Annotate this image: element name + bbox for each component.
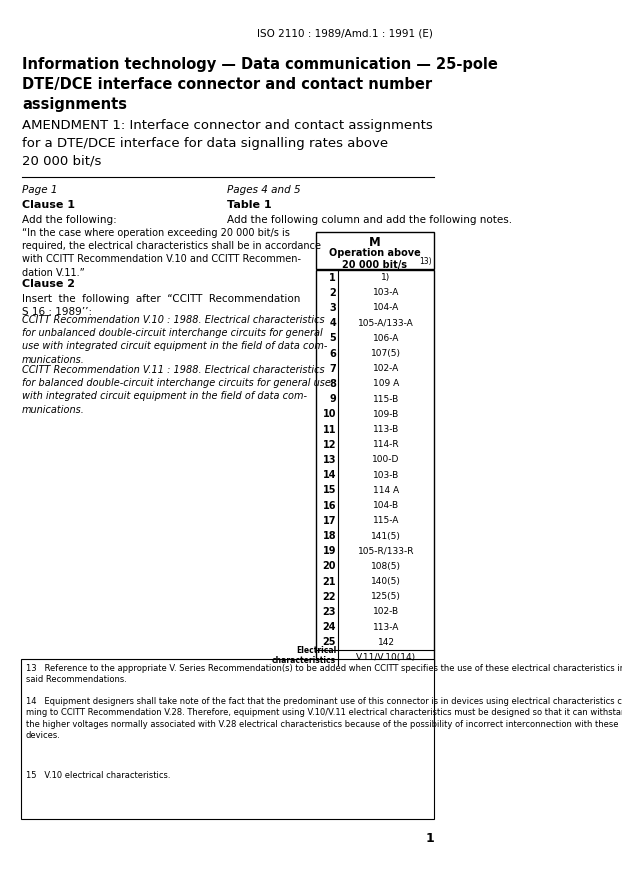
- Text: 113-A: 113-A: [373, 623, 399, 631]
- Text: 13): 13): [420, 257, 432, 266]
- Text: 16: 16: [323, 501, 336, 510]
- Text: 2: 2: [329, 288, 336, 298]
- Text: 109 A: 109 A: [373, 380, 399, 389]
- Text: 109-B: 109-B: [373, 410, 399, 419]
- Text: 105-R/133-R: 105-R/133-R: [358, 546, 414, 556]
- Text: AMENDMENT 1: Interface connector and contact assignments
for a DTE/DCE interface: AMENDMENT 1: Interface connector and con…: [22, 119, 433, 168]
- Text: 15   V.10 electrical characteristics.: 15 V.10 electrical characteristics.: [26, 771, 170, 780]
- Text: 115-A: 115-A: [373, 517, 399, 525]
- Text: 3: 3: [329, 303, 336, 313]
- Text: 1): 1): [381, 273, 391, 282]
- Text: 115-B: 115-B: [373, 395, 399, 403]
- Text: 104-B: 104-B: [373, 501, 399, 510]
- Text: 100-D: 100-D: [373, 455, 400, 465]
- Text: 114 A: 114 A: [373, 486, 399, 495]
- Text: ISO 2110 : 1989/Amd.1 : 1991 (E): ISO 2110 : 1989/Amd.1 : 1991 (E): [257, 29, 433, 39]
- Text: 13: 13: [323, 455, 336, 465]
- Text: 22: 22: [323, 592, 336, 602]
- Text: 4: 4: [329, 318, 336, 328]
- Text: Add the following:: Add the following:: [22, 215, 117, 225]
- Text: Insert  the  following  after  “CCITT  Recommendation
S 16 : 1989’’:: Insert the following after “CCITT Recomm…: [22, 294, 300, 317]
- Text: Information technology — Data communication — 25-pole
DTE/DCE interface connecto: Information technology — Data communicat…: [22, 57, 498, 111]
- Text: 113-B: 113-B: [373, 425, 399, 434]
- Text: 106-A: 106-A: [373, 334, 399, 343]
- Text: 125(5): 125(5): [371, 592, 401, 602]
- Text: 114-R: 114-R: [373, 440, 399, 449]
- Bar: [315, 270, 434, 665]
- Text: 103-B: 103-B: [373, 471, 399, 480]
- Text: 105-A/133-A: 105-A/133-A: [358, 318, 414, 328]
- Text: M: M: [369, 236, 381, 249]
- Text: 14: 14: [323, 470, 336, 481]
- Text: 24: 24: [323, 622, 336, 632]
- Text: 15: 15: [323, 485, 336, 496]
- Text: Page 1: Page 1: [22, 185, 57, 195]
- Text: CCITT Recommendation V.11 : 1988. Electrical characteristics
for balanced double: CCITT Recommendation V.11 : 1988. Electr…: [22, 365, 331, 415]
- Text: 102-A: 102-A: [373, 364, 399, 374]
- Bar: [315, 232, 434, 269]
- Text: 11: 11: [323, 424, 336, 435]
- Text: 5: 5: [329, 333, 336, 344]
- Text: 20: 20: [323, 561, 336, 572]
- Text: 102-B: 102-B: [373, 608, 399, 617]
- Text: “In the case where operation exceeding 20 000 bit/s is
required, the electrical : “In the case where operation exceeding 2…: [22, 228, 321, 278]
- Text: 13   Reference to the appropriate V. Series Recommendation(s) to be added when C: 13 Reference to the appropriate V. Serie…: [26, 664, 622, 684]
- Text: 107(5): 107(5): [371, 349, 401, 358]
- Text: 7: 7: [329, 364, 336, 374]
- Text: V.11/V.10(14): V.11/V.10(14): [356, 653, 416, 662]
- Text: 21: 21: [323, 576, 336, 587]
- Text: 142: 142: [378, 638, 394, 647]
- Text: 104-A: 104-A: [373, 303, 399, 312]
- Text: 141(5): 141(5): [371, 531, 401, 540]
- Text: 23: 23: [323, 607, 336, 617]
- Text: Pages 4 and 5: Pages 4 and 5: [228, 185, 301, 195]
- Text: 140(5): 140(5): [371, 577, 401, 586]
- Text: 8: 8: [329, 379, 336, 389]
- Text: 25: 25: [323, 638, 336, 647]
- Text: 12: 12: [323, 439, 336, 450]
- Text: 14   Equipment designers shall take note of the fact that the predominant use of: 14 Equipment designers shall take note o…: [26, 697, 622, 740]
- Text: Table 1: Table 1: [228, 200, 272, 210]
- Text: Clause 1: Clause 1: [22, 200, 75, 210]
- Text: 108(5): 108(5): [371, 562, 401, 571]
- Text: 103-A: 103-A: [373, 289, 399, 297]
- Text: 6: 6: [329, 348, 336, 359]
- Bar: [21, 659, 434, 819]
- Text: 19: 19: [323, 546, 336, 556]
- Text: 1: 1: [329, 273, 336, 282]
- Text: 1: 1: [425, 832, 434, 845]
- Text: Operation above
20 000 bit/s: Operation above 20 000 bit/s: [329, 248, 421, 270]
- Text: 9: 9: [329, 394, 336, 404]
- Text: CCITT Recommendation V.10 : 1988. Electrical characteristics
for unbalanced doub: CCITT Recommendation V.10 : 1988. Electr…: [22, 315, 327, 365]
- Text: Electrical
characteristics: Electrical characteristics: [272, 645, 336, 666]
- Text: 10: 10: [323, 410, 336, 419]
- Text: 17: 17: [323, 516, 336, 526]
- Text: Add the following column and add the following notes.: Add the following column and add the fol…: [228, 215, 513, 225]
- Text: 18: 18: [322, 531, 336, 541]
- Text: Clause 2: Clause 2: [22, 279, 75, 289]
